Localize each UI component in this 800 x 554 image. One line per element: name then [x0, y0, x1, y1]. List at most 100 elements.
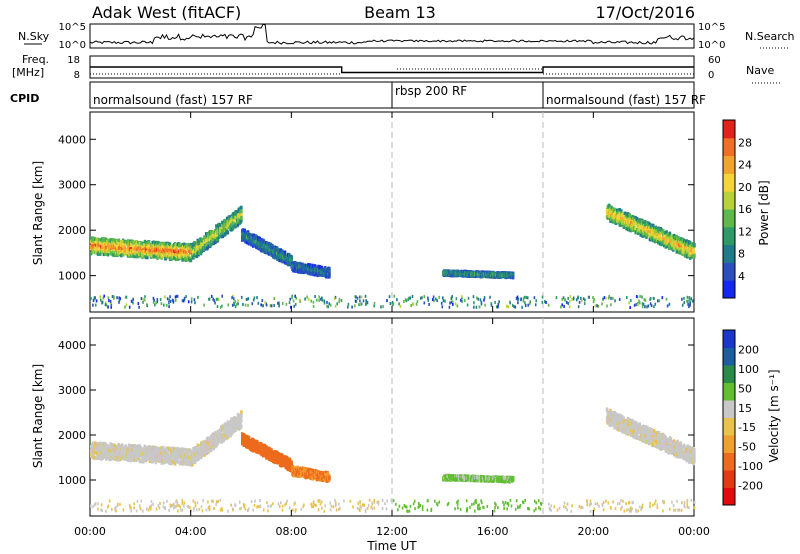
near-range-scatter — [90, 498, 696, 513]
colorbar-tick-label: 24 — [738, 159, 752, 172]
date-title: 17/Oct/2016 — [595, 3, 695, 22]
colorbar-tick-label: 200 — [738, 343, 759, 356]
x-tick-label: 16:00 — [477, 525, 509, 538]
x-tick-label: 20:00 — [577, 525, 609, 538]
power-colorbar: 4 8 12 16 20 24 28 — [722, 119, 752, 299]
colorbar-swatch — [723, 137, 735, 157]
x-tick-label: 08:00 — [275, 525, 307, 538]
colorbar-tick-label: -15 — [738, 421, 756, 434]
nsearch-tick-top: 10^5 — [698, 22, 725, 33]
x-axis-ticks: 00:00 04:00 08:00 12:00 16:00 20:00 00:00 — [74, 112, 710, 538]
x-tick-label: 00:00 — [678, 525, 710, 538]
y-tick-label: 3000 — [58, 384, 86, 397]
freq-unit-label: [MHz] — [12, 66, 44, 79]
near-range-scatter — [90, 294, 694, 309]
nave-tick-bottom: 0 — [708, 70, 714, 81]
colorbar-swatch — [723, 209, 735, 228]
y-tick-label: 4000 — [58, 339, 86, 352]
colorbar-swatch — [723, 382, 735, 401]
x-axis-label: Time UT — [366, 539, 417, 553]
colorbar-swatch — [723, 262, 735, 281]
nave-label: Nave — [746, 64, 774, 77]
echo-feature — [605, 203, 696, 260]
colorbar-swatch — [723, 191, 735, 210]
power-panel: 1000 2000 3000 4000 — [58, 111, 696, 313]
x-tick-label: 12:00 — [376, 525, 408, 538]
velocity-colorbar: 200 100 50 15 -15 -50 -100 -200 — [722, 329, 763, 506]
colorbar-tick-label: 16 — [738, 203, 752, 216]
colorbar-tick-label: 100 — [738, 363, 759, 376]
colorbar-swatch — [723, 417, 735, 436]
colorbar-tick-label: 28 — [738, 136, 752, 149]
panel-frame — [89, 317, 695, 517]
velocity-y-axis-label: Slant Range [km] — [31, 364, 45, 468]
station-title: Adak West (fitACF) — [92, 3, 241, 22]
freq-line — [90, 66, 694, 74]
nsky-tick-bottom: 10^0 — [59, 40, 86, 51]
colorbar-swatch — [723, 330, 735, 348]
freq-label: Freq. — [22, 53, 49, 66]
nsky-line — [89, 23, 695, 45]
colorbar-swatch — [723, 487, 735, 506]
echo-feature — [442, 473, 515, 484]
nsky-tick-top: 10^5 — [59, 22, 86, 33]
cpid-segment-label: normalsound (fast) 157 RF — [546, 93, 706, 107]
colorbar-tick-label: 8 — [738, 248, 745, 261]
y-tick-label: 1000 — [58, 474, 86, 487]
y-tick-label: 2000 — [58, 429, 86, 442]
nsearch-tick-bottom: 10^0 — [698, 40, 725, 51]
velocity-colorbar-label: Velocity [m s⁻¹] — [767, 369, 781, 462]
x-tick-label: 04:00 — [175, 525, 207, 538]
colorbar-tick-label: -50 — [738, 441, 756, 454]
echo-feature — [90, 236, 193, 263]
nsky-label: N.Sky — [18, 30, 50, 43]
colorbar-swatch — [723, 173, 735, 192]
colorbar-swatch — [723, 365, 735, 383]
colorbar-swatch — [723, 120, 735, 139]
y-tick-label: 1000 — [58, 270, 86, 283]
power-colorbar-label: Power [dB] — [757, 180, 771, 245]
cpid-segment-label: normalsound (fast) 157 RF — [93, 93, 253, 107]
cpid-segment-label: rbsp 200 RF — [395, 84, 467, 98]
x-tick-label: 00:00 — [74, 525, 106, 538]
echo-feature — [291, 464, 331, 483]
colorbar-tick-label: 20 — [738, 181, 752, 194]
y-tick-label: 4000 — [58, 133, 86, 146]
colorbar-tick-label: -200 — [738, 480, 763, 493]
colorbar-swatch — [723, 244, 735, 263]
freq-tick-top: 18 — [67, 55, 80, 66]
colorbar-swatch — [723, 347, 735, 366]
freq-trace — [90, 66, 694, 75]
colorbar-swatch — [723, 435, 735, 453]
nsky-trace — [89, 23, 695, 45]
colorbar-frame — [722, 119, 736, 299]
echo-feature — [190, 410, 243, 467]
nsearch-label: N.Search — [745, 30, 795, 43]
echo-feature — [291, 261, 331, 279]
nsky-strip-frame — [89, 23, 695, 49]
velocity-panel: 1000 2000 3000 4000 — [58, 317, 696, 517]
echo-feature — [190, 205, 243, 260]
power-y-axis-label: Slant Range [km] — [31, 161, 45, 265]
colorbar-swatch — [723, 452, 735, 471]
beam-title: Beam 13 — [364, 3, 436, 22]
colorbar-tick-label: 12 — [738, 225, 752, 238]
colorbar-swatch — [723, 400, 735, 418]
freq-tick-bottom: 8 — [74, 70, 80, 81]
colorbar-swatch — [723, 155, 735, 174]
colorbar-swatch — [723, 226, 735, 246]
echo-feature — [241, 432, 293, 473]
cpid-segments: normalsound (fast) 157 RF rbsp 200 RF norm… — [93, 82, 706, 108]
cpid-label: CPID — [10, 92, 39, 105]
colorbar-tick-label: -100 — [738, 460, 763, 473]
nave-tick-top: 60 — [708, 55, 721, 66]
echo-feature — [90, 441, 193, 467]
echo-feature — [605, 407, 696, 466]
echo-feature — [442, 269, 515, 280]
colorbar-swatch — [723, 280, 735, 299]
colorbar-tick-label: 50 — [738, 382, 752, 395]
y-tick-label: 2000 — [58, 224, 86, 237]
colorbar-swatch — [723, 470, 735, 488]
colorbar-tick-label: 4 — [738, 270, 745, 283]
